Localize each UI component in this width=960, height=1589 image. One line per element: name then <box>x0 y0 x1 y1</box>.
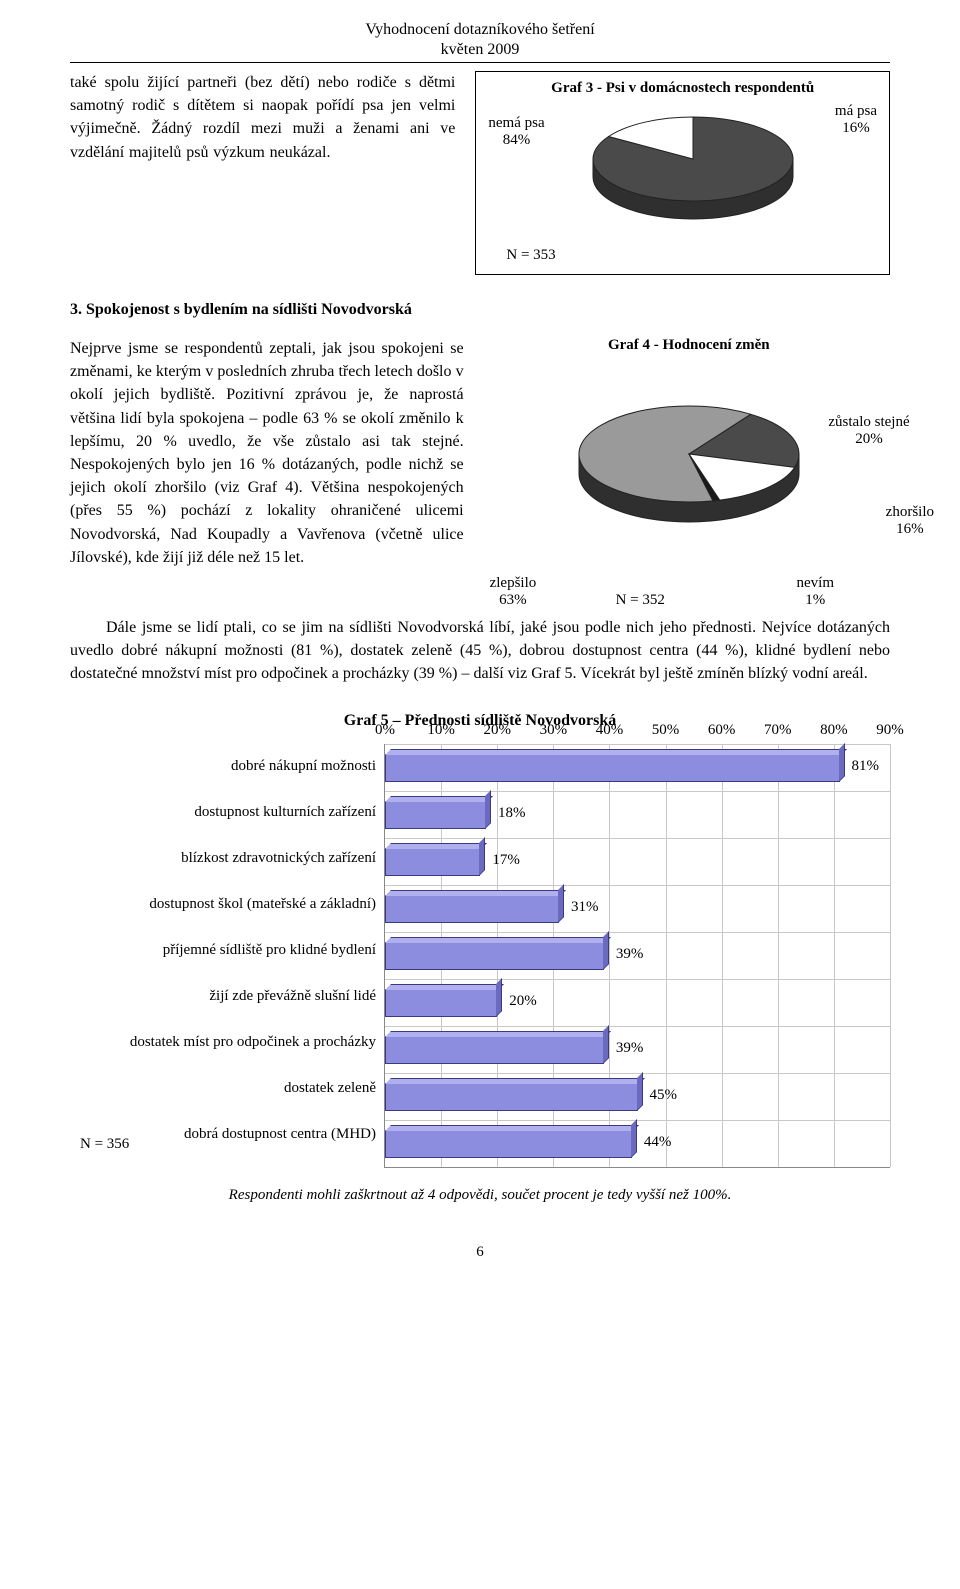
header-title: Vyhodnocení dotazníkového šetření <box>70 20 890 40</box>
intro-paragraph: také spolu žijící partneři (bez dětí) ne… <box>70 71 455 275</box>
section3-heading: 3. Spokojenost s bydlením na sídlišti No… <box>70 301 890 319</box>
page-number: 6 <box>70 1244 890 1261</box>
graf4-slice-pct-1: 20% <box>855 431 883 447</box>
graf5-bar: 44% <box>385 1130 632 1158</box>
graf5-xtick: 90% <box>876 722 904 739</box>
graf5-bar-value: 18% <box>498 805 526 822</box>
graf4-slice-pct-3: 1% <box>805 592 825 608</box>
graf5-gridline <box>890 744 891 1167</box>
graf5-bar-row: 18% <box>385 791 890 838</box>
graf4-label-zhorsilo: zhoršilo 16% <box>886 504 934 537</box>
graf4-title: Graf 4 - Hodnocení změn <box>488 337 890 354</box>
graf5-ylabel: příjemné sídliště pro klidné bydlení <box>110 928 384 974</box>
graf5-area: dobré nákupní možnostidostupnost kulturn… <box>110 744 890 1168</box>
document-page: Vyhodnocení dotazníkového šetření květen… <box>0 0 960 1301</box>
graf5-xtick: 70% <box>764 722 792 739</box>
footnote: Respondenti mohli zaškrtnout až 4 odpově… <box>70 1187 890 1204</box>
graf5-ylabel: dostatek míst pro odpočinek a procházky <box>110 1020 384 1066</box>
graf5-ylabel: dostatek zeleně <box>110 1066 384 1112</box>
graf4-label-zlepsilo: zlepšilo 63% <box>490 575 537 608</box>
graf5-xtick: 30% <box>540 722 568 739</box>
graf3-label-ma: má psa 16% <box>835 103 877 136</box>
section3-continuation: Dále jsme se lidí ptali, co se jim na sí… <box>70 616 890 686</box>
graf5-bar-value: 39% <box>616 946 644 963</box>
graf3-pie-wrap: nemá psa 84% má psa 16% <box>486 101 879 241</box>
graf5-bar-row: 39% <box>385 1026 890 1073</box>
graf4-slice-label-3: nevím <box>797 575 835 591</box>
graf5-xtick: 80% <box>820 722 848 739</box>
graf4-area: Graf 4 - Hodnocení změn zlepšilo 63% zůs… <box>488 337 890 614</box>
graf5-bar: 45% <box>385 1083 638 1111</box>
graf3-slice-label-0: nemá psa <box>488 115 544 131</box>
graf5-bar-row: 31% <box>385 885 890 932</box>
intro-row: také spolu žijící partneři (bez dětí) ne… <box>70 71 890 275</box>
graf5-ylabel: dobrá dostupnost centra (MHD) <box>110 1112 384 1158</box>
graf5-bar-row: 45% <box>385 1073 890 1120</box>
graf5-xtick: 50% <box>652 722 680 739</box>
header-subtitle: květen 2009 <box>70 40 890 60</box>
graf5-bar-row: 39% <box>385 932 890 979</box>
graf4-slice-pct-0: 63% <box>499 592 527 608</box>
graf5-bar-value: 31% <box>571 899 599 916</box>
graf5-ylabel: blízkost zdravotnických zařízení <box>110 836 384 882</box>
graf3-label-nema: nemá psa 84% <box>488 115 544 148</box>
graf5-ylabel: dobré nákupní možnosti <box>110 744 384 790</box>
graf3-box: Graf 3 - Psi v domácnostech respondentů … <box>475 71 890 275</box>
section3-left-text: Nejprve jsme se respondentů zeptali, jak… <box>70 337 464 614</box>
section3-row: Nejprve jsme se respondentů zeptali, jak… <box>70 337 890 614</box>
graf5-ylabel: žijí zde převážně slušní lidé <box>110 974 384 1020</box>
graf3-slice-pct-0: 84% <box>503 132 531 148</box>
graf3-slice-label-1: má psa <box>835 103 877 119</box>
graf5-ylabel: dostupnost kulturních zařízení <box>110 790 384 836</box>
graf5-bar: 17% <box>385 848 480 876</box>
section3-continuation-text: Dále jsme se lidí ptali, co se jim na sí… <box>70 619 890 682</box>
graf5-xtick: 60% <box>708 722 736 739</box>
graf5-bar-value: 44% <box>644 1134 672 1151</box>
graf5-bar: 39% <box>385 1036 604 1064</box>
graf5-bar: 31% <box>385 895 559 923</box>
graf5-ylabel: dostupnost škol (mateřské a základní) <box>110 882 384 928</box>
header-underline <box>70 62 890 63</box>
graf4-slice-label-0: zlepšilo <box>490 575 537 591</box>
graf5-plot: dobré nákupní možnostidostupnost kulturn… <box>110 744 890 1168</box>
graf3-pie-svg <box>553 101 813 231</box>
graf4-slice-pct-2: 16% <box>896 521 924 537</box>
page-header: Vyhodnocení dotazníkového šetření květen… <box>70 20 890 63</box>
graf5-xtick: 10% <box>427 722 455 739</box>
graf5-xtick: 0% <box>375 722 395 739</box>
graf3-slice-pct-1: 16% <box>842 120 870 136</box>
graf5-ylabels: dobré nákupní možnostidostupnost kulturn… <box>110 744 384 1168</box>
graf4-n-label: N = 352 <box>616 592 665 609</box>
graf5-bar-value: 17% <box>492 852 520 869</box>
graf4-slice-label-1: zůstalo stejné <box>828 414 909 430</box>
graf5-bar-value: 20% <box>509 993 537 1010</box>
graf5-bar: 18% <box>385 801 486 829</box>
graf5-bar-row: 81% <box>385 744 890 791</box>
graf4-label-nevim: nevím 1% <box>797 575 835 608</box>
graf5-bar-row: 20% <box>385 979 890 1026</box>
graf5-bar-row: 17% <box>385 838 890 885</box>
graf4-wrap: zlepšilo 63% zůstalo stejné 20% zhoršilo… <box>488 384 890 614</box>
graf5-xtick: 40% <box>596 722 624 739</box>
graf5-xtick: 20% <box>483 722 511 739</box>
graf5-bar: 20% <box>385 989 497 1017</box>
graf3-n-label: N = 353 <box>486 247 879 264</box>
graf5-bar: 39% <box>385 942 604 970</box>
graf5-bar-value: 45% <box>650 1087 678 1104</box>
graf5-bar-value: 81% <box>852 758 880 775</box>
graf4-pie-svg <box>554 384 824 544</box>
graf3-title: Graf 3 - Psi v domácnostech respondentů <box>486 80 879 97</box>
graf5-bar-value: 39% <box>616 1040 644 1057</box>
graf5-bar-row: 44% <box>385 1120 890 1167</box>
graf4-label-stejne: zůstalo stejné 20% <box>814 414 924 447</box>
graf5-bar: 81% <box>385 754 840 782</box>
graf4-slice-label-2: zhoršilo <box>886 504 934 520</box>
graf5-bars-zone: 0%10%20%30%40%50%60%70%80%90% 81%18%17%3… <box>384 744 890 1168</box>
